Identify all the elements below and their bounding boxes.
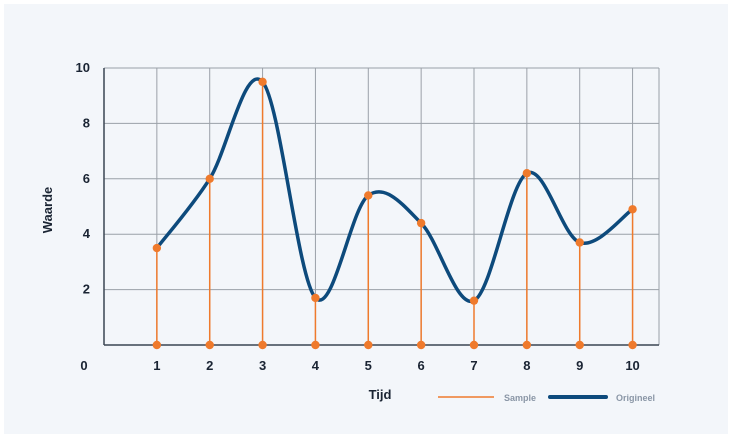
x-tick-label-8: 8 (523, 358, 530, 373)
baseline-point-10 (628, 340, 637, 350)
sample-point-2 (205, 174, 214, 183)
sample-point-1 (152, 243, 162, 253)
y-tick-label-6: 6 (83, 171, 90, 186)
baseline-point-6 (416, 340, 426, 350)
baseline-point-2 (205, 340, 214, 350)
x-tick-label-2: 2 (206, 358, 213, 373)
x-tick-label-0: 0 (80, 358, 87, 373)
y-axis-title: Waarde (40, 187, 55, 233)
baseline-point-9 (575, 340, 584, 350)
x-tick-label-9: 9 (576, 358, 583, 373)
baseline-point-4 (311, 340, 320, 350)
x-tick-label-1: 1 (153, 358, 160, 373)
legend-origineel-label: Origineel (616, 393, 655, 403)
sample-point-5 (364, 191, 373, 200)
legend: Sample Origineel (438, 393, 655, 403)
baseline-point-7 (469, 340, 479, 350)
chart-panel: 0 1 2 3 4 5 6 7 8 9 10 2 4 6 8 10 Tijd Waarde Sample O… (4, 4, 728, 434)
sample-points (152, 77, 637, 350)
x-tick-label-6: 6 (418, 358, 425, 373)
axes (103, 68, 659, 346)
sample-stems (156, 81, 634, 345)
sampling-chart: 0 1 2 3 4 5 6 7 8 9 10 2 4 6 8 10 Tijd Waarde Sample O… (40, 60, 660, 403)
sample-point-9 (575, 238, 584, 247)
x-tick-label-4: 4 (312, 358, 320, 373)
y-tick-labels: 2 4 6 8 10 (76, 60, 91, 297)
sample-point-4 (311, 293, 320, 303)
sample-point-3 (258, 77, 267, 87)
sample-point-6 (416, 218, 426, 228)
sample-point-7 (469, 296, 479, 305)
y-tick-label-2: 2 (83, 282, 90, 297)
x-tick-labels: 0 1 2 3 4 5 6 7 8 9 10 (80, 358, 639, 373)
sample-point-10 (628, 205, 637, 214)
x-tick-label-10: 10 (625, 358, 639, 373)
baseline-point-3 (258, 340, 267, 350)
grid (104, 67, 660, 345)
y-tick-label-4: 4 (83, 226, 91, 241)
x-axis-title: Tijd (369, 387, 392, 402)
y-tick-label-10: 10 (76, 60, 90, 75)
x-tick-label-5: 5 (365, 358, 372, 373)
origineel-line (155, 77, 635, 303)
legend-sample-label: Sample (504, 393, 536, 403)
x-tick-label-3: 3 (259, 358, 266, 373)
baseline-point-5 (364, 340, 373, 350)
y-tick-label-8: 8 (83, 115, 90, 130)
baseline-point-1 (152, 340, 162, 350)
baseline-point-8 (522, 340, 532, 350)
x-tick-label-7: 7 (470, 358, 477, 373)
sample-point-8 (522, 169, 532, 178)
